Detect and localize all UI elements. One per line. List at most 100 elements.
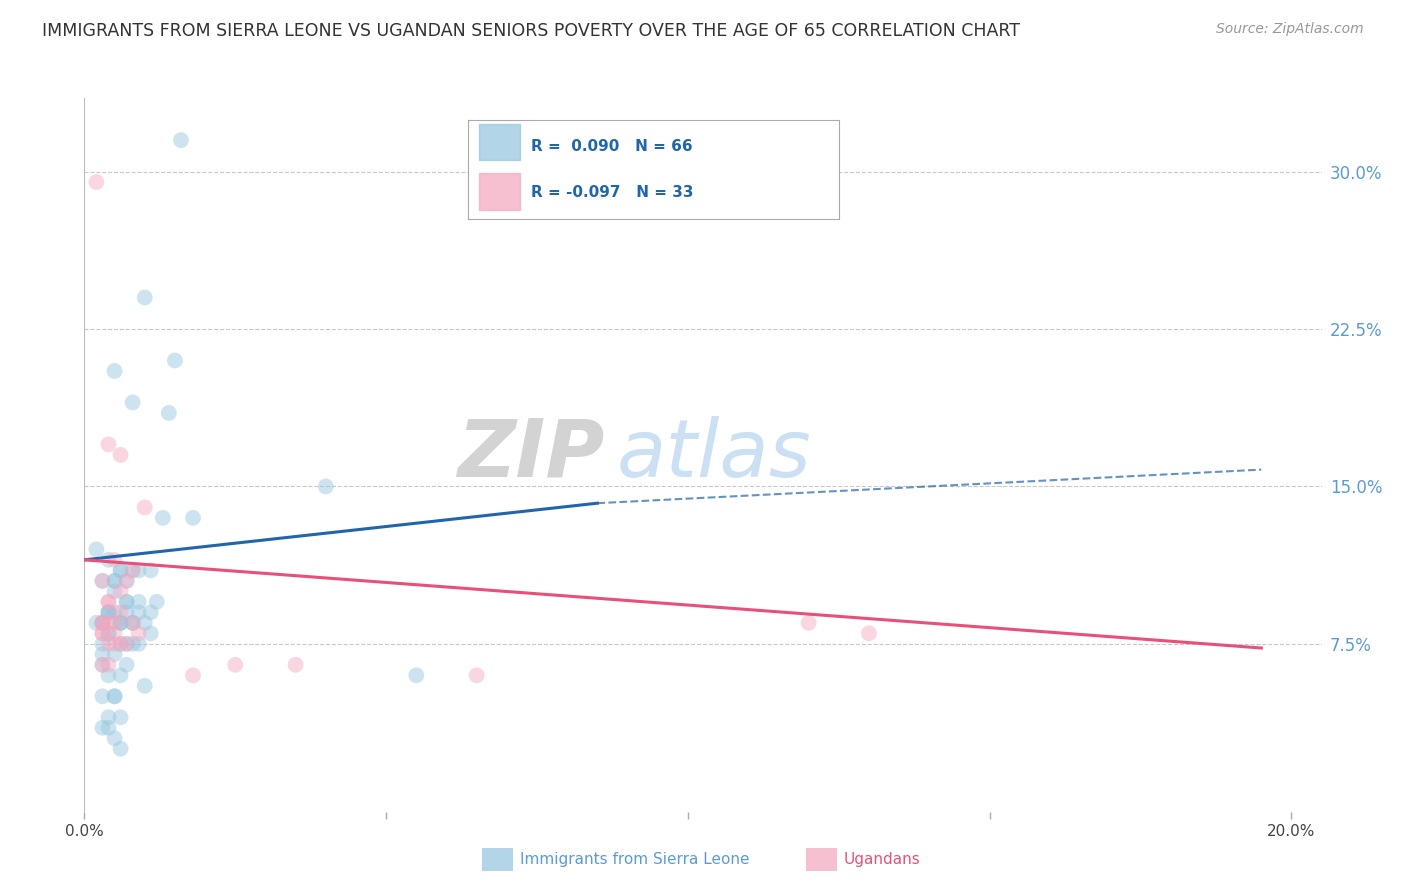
Point bbox=[157, 406, 180, 420]
Point bbox=[121, 615, 143, 630]
Point bbox=[91, 574, 114, 588]
Point bbox=[103, 605, 125, 619]
Point bbox=[115, 595, 138, 609]
Point bbox=[91, 690, 114, 704]
Point bbox=[91, 574, 114, 588]
Point bbox=[103, 574, 125, 588]
Point bbox=[86, 615, 108, 630]
Point bbox=[115, 637, 138, 651]
Point bbox=[110, 615, 132, 630]
Point bbox=[128, 595, 150, 609]
Point bbox=[103, 364, 125, 378]
Point bbox=[465, 668, 488, 682]
Point bbox=[110, 563, 132, 577]
Point bbox=[858, 626, 880, 640]
Point bbox=[103, 553, 125, 567]
Point bbox=[91, 626, 114, 640]
Point bbox=[97, 710, 120, 724]
Point bbox=[152, 511, 174, 525]
Point bbox=[103, 690, 125, 704]
Point bbox=[91, 615, 114, 630]
Point bbox=[181, 511, 204, 525]
Point bbox=[97, 605, 120, 619]
Point bbox=[128, 637, 150, 651]
Text: Ugandans: Ugandans bbox=[844, 853, 921, 867]
Point bbox=[121, 563, 143, 577]
Point bbox=[110, 605, 132, 619]
Point bbox=[91, 615, 114, 630]
Point bbox=[91, 637, 114, 651]
Point bbox=[128, 626, 150, 640]
Point bbox=[91, 626, 114, 640]
Point bbox=[86, 542, 108, 557]
Point bbox=[97, 657, 120, 672]
Point bbox=[163, 353, 186, 368]
Point bbox=[103, 615, 125, 630]
Point bbox=[139, 605, 162, 619]
Point bbox=[134, 615, 156, 630]
Text: Immigrants from Sierra Leone: Immigrants from Sierra Leone bbox=[520, 853, 749, 867]
Point bbox=[97, 595, 120, 609]
Point bbox=[91, 615, 114, 630]
Point bbox=[110, 615, 132, 630]
Point bbox=[115, 574, 138, 588]
Point bbox=[110, 668, 132, 682]
Point bbox=[103, 690, 125, 704]
Point bbox=[97, 626, 120, 640]
Point bbox=[315, 479, 337, 493]
Point bbox=[121, 615, 143, 630]
Point bbox=[97, 626, 120, 640]
Point bbox=[97, 615, 120, 630]
Point bbox=[97, 595, 120, 609]
Point bbox=[139, 563, 162, 577]
Point bbox=[146, 595, 169, 609]
Point bbox=[91, 615, 114, 630]
Point bbox=[110, 448, 132, 462]
Point bbox=[110, 615, 132, 630]
Point bbox=[797, 615, 820, 630]
Point bbox=[97, 721, 120, 735]
Point bbox=[284, 657, 307, 672]
Point bbox=[115, 657, 138, 672]
Point bbox=[115, 595, 138, 609]
Point bbox=[103, 574, 125, 588]
Point bbox=[224, 657, 246, 672]
Point bbox=[170, 133, 193, 147]
Point bbox=[128, 605, 150, 619]
Point bbox=[110, 710, 132, 724]
Point bbox=[103, 584, 125, 599]
Text: atlas: atlas bbox=[616, 416, 811, 494]
Point bbox=[134, 500, 156, 515]
Point bbox=[181, 668, 204, 682]
Point bbox=[115, 605, 138, 619]
Point bbox=[97, 437, 120, 451]
Point bbox=[97, 605, 120, 619]
Point bbox=[97, 668, 120, 682]
Point bbox=[110, 563, 132, 577]
Point bbox=[121, 563, 143, 577]
Point bbox=[91, 721, 114, 735]
Point bbox=[121, 395, 143, 409]
Point bbox=[405, 668, 427, 682]
Point bbox=[103, 626, 125, 640]
Point bbox=[97, 553, 120, 567]
Point bbox=[86, 175, 108, 189]
Point bbox=[121, 615, 143, 630]
Text: Source: ZipAtlas.com: Source: ZipAtlas.com bbox=[1216, 22, 1364, 37]
Text: ZIP: ZIP bbox=[457, 416, 605, 494]
Point bbox=[91, 648, 114, 662]
Point bbox=[134, 291, 156, 305]
Point bbox=[103, 637, 125, 651]
Point bbox=[91, 657, 114, 672]
Point bbox=[97, 637, 120, 651]
Point bbox=[110, 637, 132, 651]
Point bbox=[91, 657, 114, 672]
Point bbox=[139, 626, 162, 640]
Point bbox=[103, 731, 125, 746]
Point bbox=[110, 637, 132, 651]
Point bbox=[115, 637, 138, 651]
Point bbox=[134, 679, 156, 693]
Point bbox=[115, 574, 138, 588]
Text: IMMIGRANTS FROM SIERRA LEONE VS UGANDAN SENIORS POVERTY OVER THE AGE OF 65 CORRE: IMMIGRANTS FROM SIERRA LEONE VS UGANDAN … bbox=[42, 22, 1021, 40]
Point bbox=[97, 605, 120, 619]
